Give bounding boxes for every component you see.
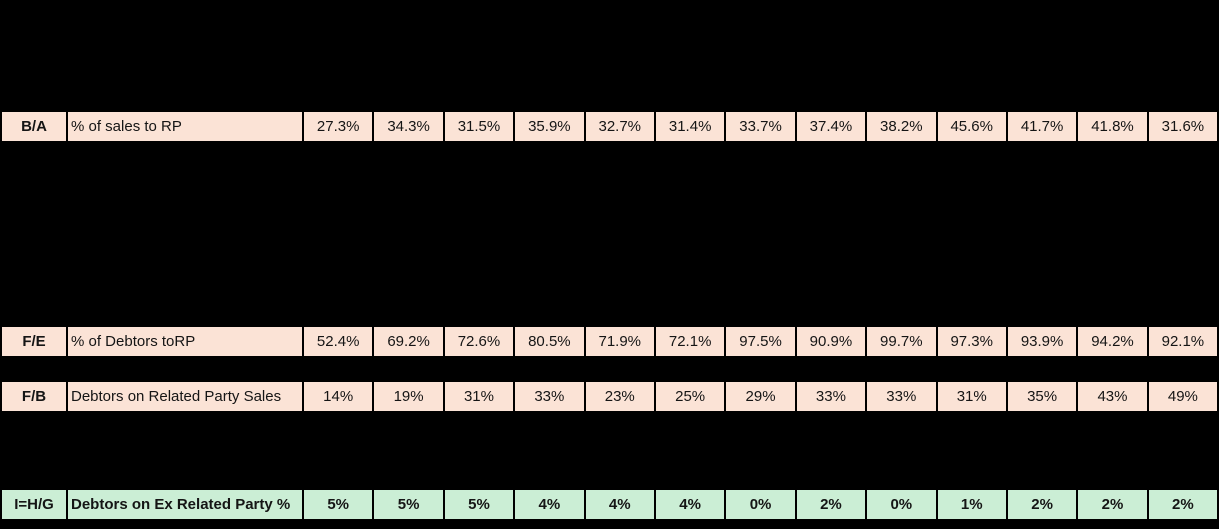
value-cell[interactable]: 72.6% [444,327,514,356]
table-row: I=H/G Debtors on Ex Related Party % 5% 5% 5%… [0,490,1219,519]
row-label-cell[interactable]: % of sales to RP [68,112,302,141]
value-cell[interactable]: 31.4% [655,112,725,141]
value-cell[interactable]: 4% [585,490,654,519]
value-cell[interactable]: 2% [1078,490,1147,519]
value-cell[interactable]: 31% [937,382,1006,411]
value-cell[interactable]: 41.8% [1078,112,1147,141]
value-cell[interactable]: 29% [726,382,795,411]
table-row: F/E% of Debtors toRP 52.4% 69.2% 72.6% 80.5%… [0,327,1219,356]
value-cell[interactable]: 97.5% [726,327,795,356]
value-cell[interactable]: 37.4% [796,112,866,141]
value-cell[interactable]: 45.6% [937,112,1006,141]
value-cell[interactable]: 94.2% [1078,327,1147,356]
table-row: B/A% of sales to RP 27.3% 34.3% 31.5% 35.9% 3… [0,112,1219,141]
value-cell[interactable]: 25% [655,382,725,411]
table-row: F/B Debtors on Related Party Sales 14% 19% 3… [0,382,1219,411]
value-cell[interactable]: 19% [374,382,443,411]
value-cell[interactable]: 32.7% [585,112,654,141]
value-cell[interactable]: 49% [1148,382,1218,411]
value-cell[interactable]: 97.3% [937,327,1006,356]
value-cell[interactable]: 33% [515,382,584,411]
value-cell[interactable]: 71.9% [585,327,654,356]
value-cell[interactable]: 80.5% [515,327,584,356]
value-cell[interactable]: 33% [867,382,936,411]
value-cell[interactable]: 31.5% [444,112,514,141]
value-cell[interactable]: 35.9% [515,112,584,141]
value-cell[interactable]: 72.1% [655,327,725,356]
value-cell[interactable]: 93.9% [1007,327,1077,356]
value-cell[interactable]: 31.6% [1148,112,1218,141]
row-label-cell[interactable]: % of Debtors toRP [68,327,302,356]
value-cell[interactable]: 23% [585,382,654,411]
value-cell[interactable]: 5% [444,490,514,519]
value-cell[interactable]: 33% [796,382,866,411]
row-label-cell[interactable]: Debtors on Ex Related Party % [68,490,302,519]
value-cell[interactable]: 90.9% [796,327,866,356]
value-cell[interactable]: 4% [655,490,725,519]
value-cell[interactable]: 35% [1007,382,1077,411]
value-cell[interactable]: 5% [374,490,443,519]
value-cell[interactable]: 2% [1148,490,1218,519]
value-cell[interactable]: 2% [796,490,866,519]
value-cell[interactable]: 0% [726,490,795,519]
value-cell[interactable]: 27.3% [304,112,373,141]
value-cell[interactable]: 2% [1007,490,1077,519]
value-cell[interactable]: 5% [304,490,373,519]
value-cell[interactable]: 4% [515,490,584,519]
row-label-cell[interactable]: Debtors on Related Party Sales [68,382,302,411]
value-cell[interactable]: 33.7% [726,112,795,141]
value-cell[interactable]: 69.2% [374,327,443,356]
value-cell[interactable]: 38.2% [867,112,936,141]
formula-code-cell[interactable]: I=H/G [2,490,66,519]
value-cell[interactable]: 14% [304,382,373,411]
value-cell[interactable]: 1% [937,490,1006,519]
value-cell[interactable]: 99.7% [867,327,936,356]
value-cell[interactable]: 92.1% [1148,327,1218,356]
formula-code-cell[interactable]: F/E [2,327,66,356]
value-cell[interactable]: 41.7% [1007,112,1077,141]
value-cell[interactable]: 43% [1078,382,1147,411]
value-cell[interactable]: 31% [444,382,514,411]
formula-code-cell[interactable]: B/A [2,112,66,141]
value-cell[interactable]: 0% [867,490,936,519]
value-cell[interactable]: 34.3% [374,112,443,141]
formula-code-cell[interactable]: F/B [2,382,66,411]
value-cell[interactable]: 52.4% [304,327,373,356]
